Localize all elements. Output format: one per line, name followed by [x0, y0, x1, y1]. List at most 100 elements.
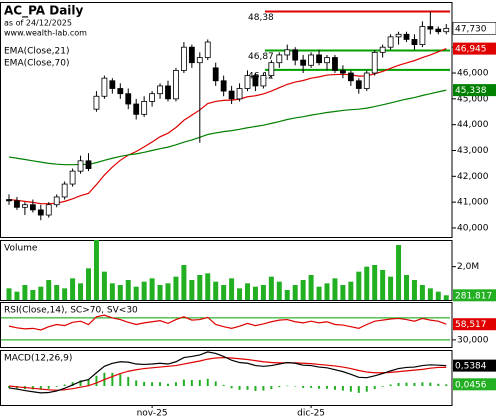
bar — [22, 285, 28, 300]
bar — [356, 271, 362, 300]
bar — [127, 376, 130, 387]
y-tick-label: 42,000 — [457, 172, 489, 182]
bar — [157, 285, 163, 300]
bar — [246, 386, 249, 390]
candle-body — [141, 101, 148, 115]
bar — [252, 286, 258, 300]
candle-body — [61, 183, 68, 198]
bar — [39, 386, 42, 390]
candle-body — [244, 75, 251, 89]
candle-body — [355, 80, 362, 89]
bar — [349, 386, 352, 392]
bar — [6, 288, 12, 300]
bar — [380, 270, 386, 300]
panel-frame — [0, 2, 453, 238]
candle-body — [403, 33, 410, 40]
panel-title: MACD(12,26,9) — [4, 354, 72, 364]
bar — [357, 386, 360, 393]
bar — [238, 386, 241, 390]
candle-body — [228, 90, 235, 100]
candle-body — [292, 49, 299, 61]
bar — [93, 240, 99, 300]
candle-body — [180, 46, 187, 71]
candle-body — [276, 54, 283, 64]
candle-body — [419, 26, 426, 46]
bar — [190, 379, 193, 387]
y-tick-label: 41,000 — [457, 198, 489, 208]
bar — [222, 384, 225, 387]
value-tag: 281.817 — [455, 291, 492, 301]
y-tick-label: 44,000 — [457, 120, 489, 130]
bar — [262, 386, 265, 391]
level-label: 46,87 — [248, 52, 274, 62]
candle-body — [173, 70, 179, 100]
candle-body — [125, 93, 132, 105]
bar — [47, 386, 50, 389]
candle-body — [316, 54, 322, 64]
bar — [119, 374, 122, 387]
candle-body — [300, 59, 307, 66]
bar — [278, 386, 281, 388]
bar — [308, 275, 314, 300]
bar — [149, 278, 155, 300]
candle-body — [363, 72, 370, 89]
candle-body — [109, 80, 116, 89]
bar — [318, 386, 321, 389]
bar — [237, 288, 243, 300]
bar — [189, 280, 195, 300]
value-tag-bg — [453, 359, 496, 372]
candle-body — [29, 204, 36, 211]
value-tag: 47,730 — [455, 24, 487, 34]
candle-body — [85, 160, 92, 169]
bar — [276, 281, 282, 300]
bar — [389, 384, 392, 387]
bar — [404, 275, 409, 300]
bar — [300, 280, 306, 300]
bar — [302, 386, 305, 388]
value-tag-bg — [453, 84, 496, 97]
bar — [427, 288, 433, 300]
y-tick-label: 2,0M — [457, 262, 479, 272]
bar — [159, 382, 162, 387]
bar — [95, 375, 98, 387]
value-tag-bg — [453, 318, 496, 331]
candle-body — [196, 57, 203, 64]
indicator-line — [8, 89, 447, 166]
bar — [413, 383, 416, 387]
y-tick-label: 30,000 — [457, 335, 489, 345]
bar — [294, 386, 297, 387]
candle-body — [69, 170, 76, 185]
bar — [245, 283, 250, 300]
bar — [443, 295, 449, 300]
bar — [221, 285, 227, 300]
bar — [332, 278, 338, 300]
bar — [54, 285, 60, 300]
legend-entry: EMA(Close,21) — [4, 47, 69, 57]
bar — [71, 382, 74, 387]
bar — [397, 383, 400, 387]
candle-body — [260, 75, 267, 87]
panel-frame — [0, 302, 453, 348]
indicator-line — [8, 351, 447, 394]
bar — [125, 280, 131, 300]
bar — [388, 276, 394, 300]
value-tag: 45,338 — [455, 86, 487, 96]
panel-title: RSI(Close,14), SC>70, SV<30 — [4, 306, 138, 316]
bar — [365, 386, 368, 392]
bar — [435, 291, 441, 300]
bar — [133, 286, 139, 300]
candle-body — [379, 46, 386, 53]
bar — [8, 386, 10, 388]
candle-body — [188, 46, 195, 64]
candle-body — [268, 62, 275, 76]
bar — [310, 386, 313, 388]
bar — [341, 386, 344, 391]
bar — [270, 386, 273, 390]
value-tag-bg — [453, 378, 496, 391]
panel-frame — [0, 240, 453, 301]
x-tick-label: nov-25 — [137, 409, 168, 419]
bar — [411, 280, 417, 300]
bar — [181, 265, 187, 300]
candle-body — [220, 80, 227, 92]
